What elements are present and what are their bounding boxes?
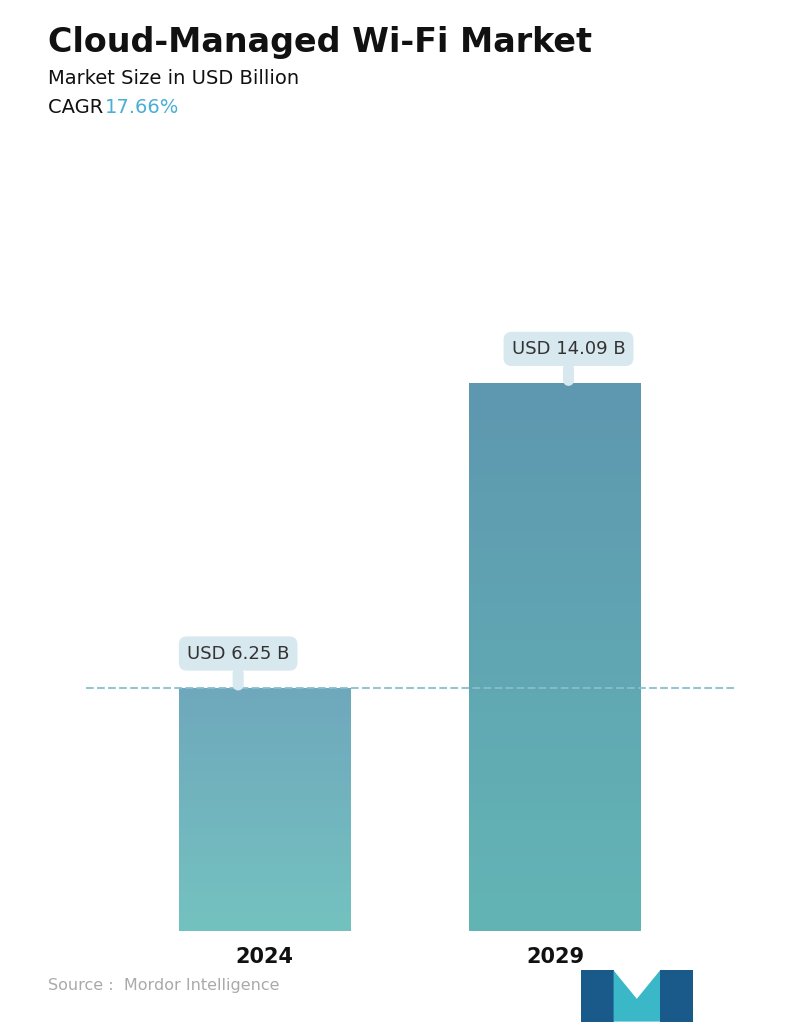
Text: 17.66%: 17.66% bbox=[105, 98, 179, 117]
Text: Market Size in USD Billion: Market Size in USD Billion bbox=[48, 69, 298, 88]
Polygon shape bbox=[581, 970, 614, 1022]
Text: USD 14.09 B: USD 14.09 B bbox=[512, 340, 626, 381]
Text: Cloud-Managed Wi-Fi Market: Cloud-Managed Wi-Fi Market bbox=[48, 26, 591, 59]
Text: Source :  Mordor Intelligence: Source : Mordor Intelligence bbox=[48, 977, 279, 993]
Polygon shape bbox=[660, 970, 693, 1022]
Text: CAGR: CAGR bbox=[48, 98, 115, 117]
Polygon shape bbox=[614, 970, 660, 1022]
Text: USD 6.25 B: USD 6.25 B bbox=[187, 644, 290, 685]
